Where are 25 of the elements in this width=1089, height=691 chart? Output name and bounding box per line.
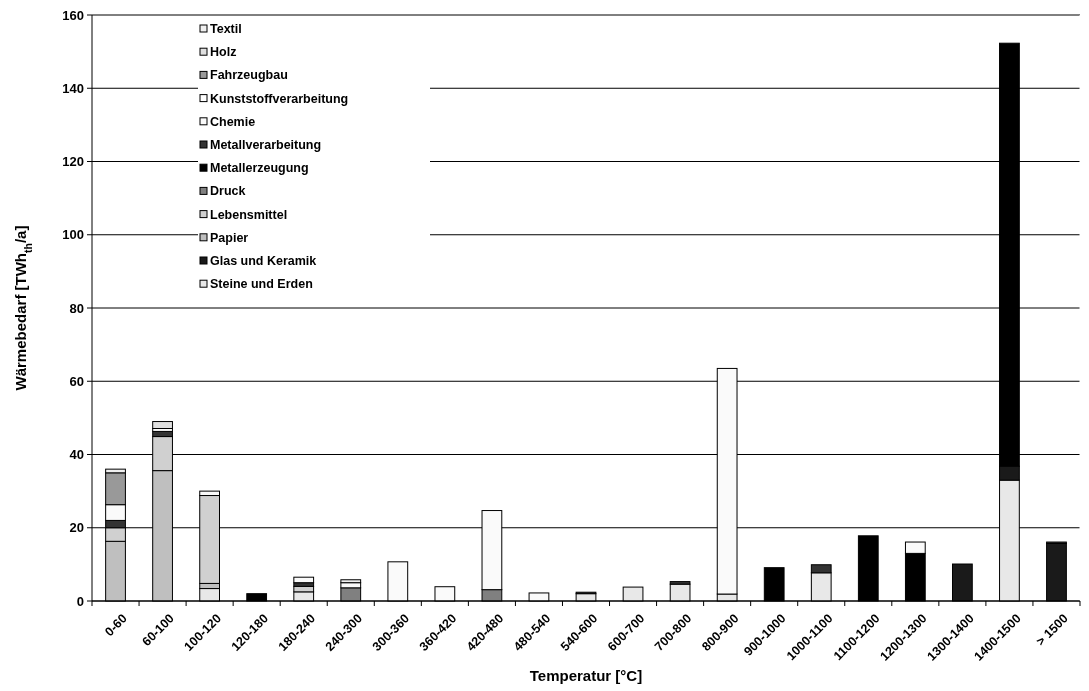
legend-label: Kunststoffverarbeitung: [210, 91, 349, 106]
legend-label: Lebensmittel: [210, 207, 288, 222]
legend-label: Metallerzeugung: [210, 161, 309, 176]
legend-label: Glas und Keramik: [210, 254, 317, 268]
y-tick-label: 60: [69, 373, 84, 389]
y-tick-label: 140: [62, 80, 84, 96]
legend-label: Fahrzeugbau: [210, 68, 288, 83]
legend-label: Holz: [210, 45, 237, 60]
bar: [293, 576, 315, 584]
y-tick-label: 120: [62, 154, 84, 170]
y-tick-label: 80: [69, 300, 84, 316]
y-tick-label: 20: [69, 520, 84, 536]
legend-label: Chemie: [210, 114, 256, 129]
bar: [152, 421, 173, 429]
y-tick-label: 0: [76, 593, 84, 609]
y-tick-label: 40: [69, 447, 84, 463]
legend-label: Metallverarbeitung: [210, 138, 322, 152]
legend-label: Textil: [210, 22, 242, 36]
legend-label: Druck: [210, 184, 246, 199]
legend-label: Steine und Erden: [210, 277, 313, 292]
x-axis-title: Temperatur [°C]: [529, 667, 643, 684]
y-tick-label: 100: [62, 227, 84, 243]
legend-label: Papier: [210, 230, 249, 245]
y-tick-label: 160: [62, 7, 84, 23]
bar: [340, 579, 362, 584]
